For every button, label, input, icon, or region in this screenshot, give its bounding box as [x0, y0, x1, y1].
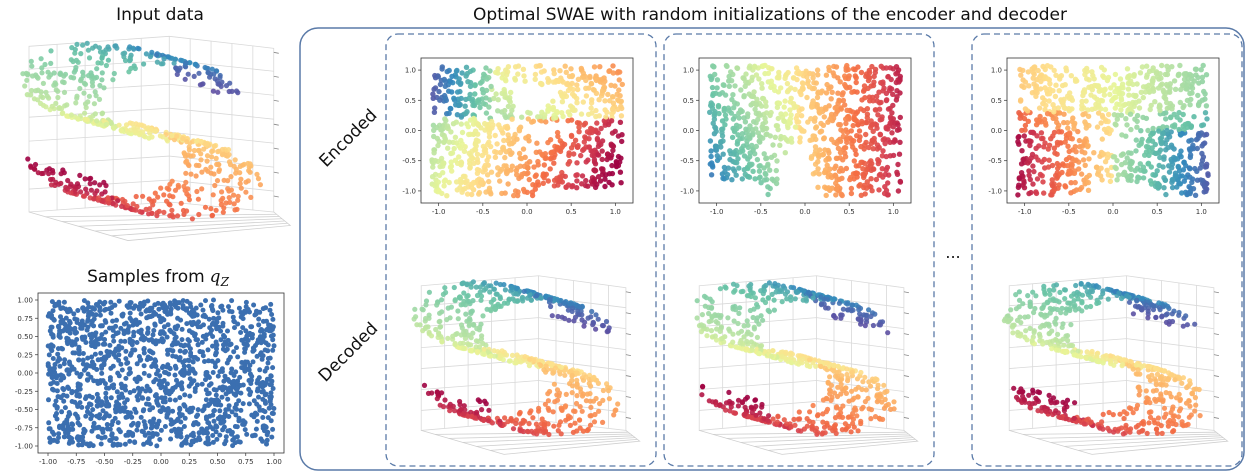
- x-tick-label: -0.50: [95, 458, 113, 466]
- samples-title-prefix: Samples from: [87, 267, 205, 287]
- row-label-encoded: Encoded: [315, 105, 381, 171]
- encoded-3-plot: -1.0 -0.5 0.0 0.5 1.0 -1.0 -0.5 0.0 0.5 1.0: [988, 57, 1220, 216]
- 3d-plots-layer: [20, 35, 1229, 455]
- input-data-title: Input data: [116, 5, 204, 25]
- x-tick-label: 0.00: [153, 458, 169, 466]
- y-tick-label: 0.25: [17, 351, 33, 359]
- x-tick-label: -1.0: [432, 208, 446, 216]
- x-tick-label: -0.5: [754, 208, 768, 216]
- floor-grid: [1009, 430, 1229, 455]
- y-tick-label: 0.5: [405, 97, 416, 105]
- row-label-decoded: Decoded: [315, 319, 382, 386]
- samples-title-symbol: q: [210, 267, 221, 287]
- y-tick-label: 0.0: [405, 127, 416, 135]
- column-box-2: [663, 33, 935, 467]
- y-tick-label: -0.50: [15, 406, 33, 414]
- x-tick-label: -1.00: [39, 458, 57, 466]
- x-tick-label: -0.5: [476, 208, 490, 216]
- y-tick-label: -0.25: [15, 388, 33, 396]
- column-box-1: [385, 33, 657, 467]
- points: [1001, 280, 1203, 437]
- input-data-plot: [20, 35, 292, 241]
- y-tick-label: 1.0: [683, 67, 694, 75]
- y-tick-label: -0.5: [988, 157, 1002, 165]
- points: [1015, 62, 1211, 198]
- decoded-plot-3: [1001, 275, 1229, 455]
- x-tick-label: -1.0: [1018, 208, 1032, 216]
- ellipsis: ...: [945, 243, 960, 262]
- swae-panel: [299, 27, 1245, 471]
- y-tick-label: 0.0: [991, 127, 1002, 135]
- y-tick-label: -0.75: [15, 424, 33, 432]
- x-tick-label: 0.25: [181, 458, 197, 466]
- main-title: Optimal SWAE with random initializations…: [473, 5, 1067, 25]
- y-tick-label: 0.0: [683, 127, 694, 135]
- y-tick-label: 0.5: [991, 97, 1002, 105]
- x-tick-label: 0.50: [210, 458, 226, 466]
- decoded-plot-2: [694, 275, 919, 455]
- encoded-plots-layer: -1.0 -0.5 0.0 0.5 1.0 -1.0 -0.5 0.0 0.5 1.0 -1.0 -0…: [402, 57, 1220, 216]
- points: [20, 40, 263, 222]
- y-tick-label: -1.0: [680, 187, 694, 195]
- y-tick-label: -1.00: [15, 443, 33, 451]
- points: [429, 62, 625, 199]
- y-tick-label: 0.50: [17, 333, 33, 341]
- y-tick-label: 1.0: [405, 67, 416, 75]
- y-tick-label: 1.0: [991, 67, 1002, 75]
- points: [45, 297, 277, 449]
- x-tick-label: -0.5: [1062, 208, 1076, 216]
- y-tick-label: -0.5: [402, 157, 416, 165]
- x-tick-label: -1.0: [710, 208, 724, 216]
- y-tick-label: 0.00: [17, 370, 33, 378]
- decoded-plot-1: [411, 275, 641, 455]
- samples-title-subscript: Z: [220, 275, 230, 289]
- floor-grid: [699, 430, 919, 455]
- x-tick-label: 1.0: [888, 208, 899, 216]
- y-tick-label: -0.5: [680, 157, 694, 165]
- x-tick-label: -0.25: [124, 458, 142, 466]
- x-tick-label: 0.5: [1152, 208, 1163, 216]
- points: [411, 279, 621, 438]
- encoded-2-plot: -1.0 -0.5 0.0 0.5 1.0 -1.0 -0.5 0.0 0.5 1.0: [680, 57, 912, 216]
- floor-grid: [28, 211, 292, 241]
- y-tick-label: -1.0: [402, 187, 416, 195]
- x-tick-label: 0.0: [1107, 208, 1118, 216]
- x-tick-label: 0.5: [844, 208, 855, 216]
- x-tick-label: 0.5: [566, 208, 577, 216]
- points: [707, 62, 904, 199]
- x-tick-label: 1.0: [1196, 208, 1207, 216]
- floor-grid: [421, 430, 641, 455]
- column-box-3: [971, 33, 1243, 467]
- encoded-1-plot: -1.0 -0.5 0.0 0.5 1.0 -1.0 -0.5 0.0 0.5 1.0: [402, 57, 634, 216]
- x-tick-label: -0.75: [67, 458, 85, 466]
- x-tick-label: 1.00: [266, 458, 282, 466]
- x-tick-label: 0.0: [799, 208, 810, 216]
- samples-plot: -1.00 -0.75 -0.50 -0.25 0.00 0.25 0.50 0.75 1.00…: [15, 292, 285, 466]
- x-tick-label: 0.75: [238, 458, 254, 466]
- y-tick-label: 0.5: [683, 97, 694, 105]
- y-tick-label: 0.75: [17, 315, 33, 323]
- samples-plot-layer: -1.00 -0.75 -0.50 -0.25 0.00 0.25 0.50 0.75 1.00…: [15, 292, 285, 466]
- y-tick-label: -1.0: [988, 187, 1002, 195]
- x-tick-label: 1.0: [610, 208, 621, 216]
- y-tick-label: 1.00: [17, 297, 33, 305]
- points: [694, 280, 897, 437]
- x-tick-label: 0.0: [521, 208, 532, 216]
- samples-title: Samples from qZ: [87, 267, 229, 289]
